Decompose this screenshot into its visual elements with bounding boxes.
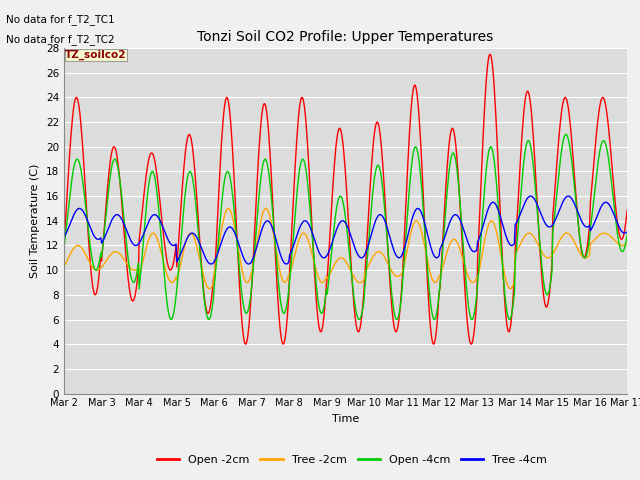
Y-axis label: Soil Temperature (C): Soil Temperature (C) — [30, 164, 40, 278]
Legend: Open -2cm, Tree -2cm, Open -4cm, Tree -4cm: Open -2cm, Tree -2cm, Open -4cm, Tree -4… — [152, 451, 552, 469]
Text: No data for f_T2_TC1: No data for f_T2_TC1 — [6, 14, 115, 25]
Text: No data for f_T2_TC2: No data for f_T2_TC2 — [6, 34, 115, 45]
Legend:  — [65, 48, 127, 61]
Title: Tonzi Soil CO2 Profile: Upper Temperatures: Tonzi Soil CO2 Profile: Upper Temperatur… — [198, 30, 493, 44]
X-axis label: Time: Time — [332, 414, 359, 424]
